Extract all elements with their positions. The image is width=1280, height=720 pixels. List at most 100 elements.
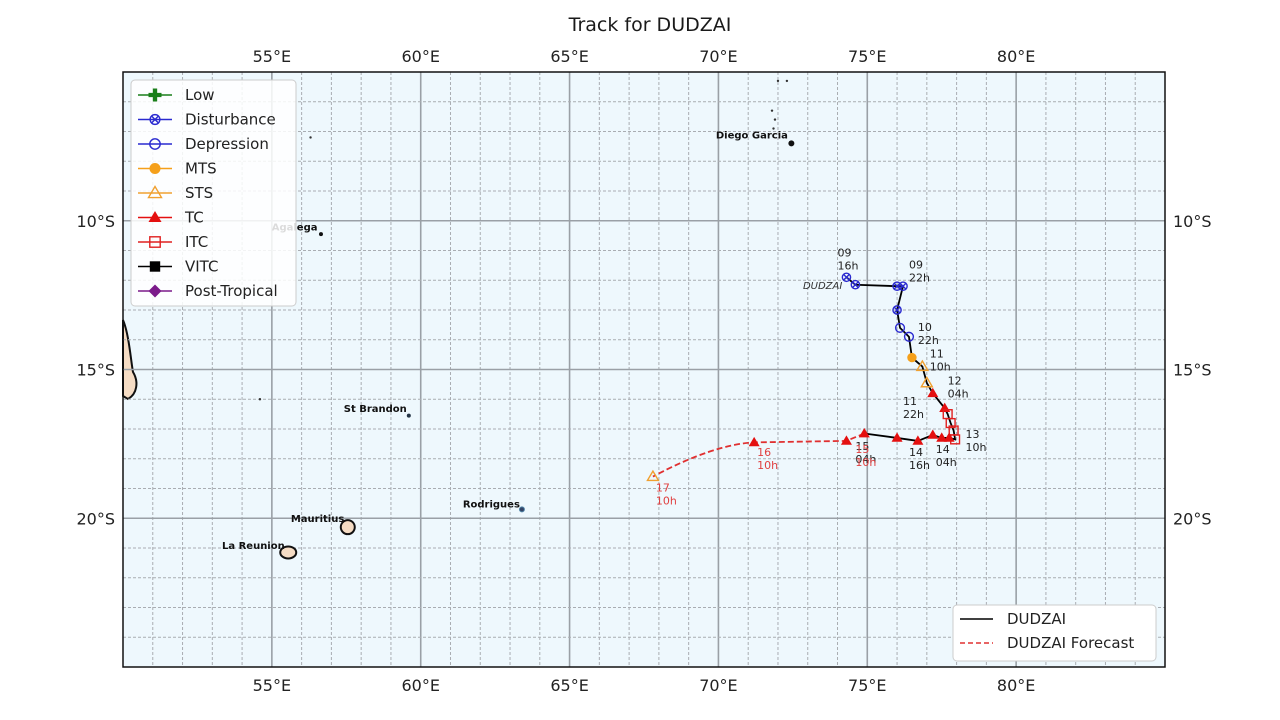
time-label-hour: 22h: [918, 334, 939, 347]
track-legend: DUDZAI DUDZAI Forecast: [952, 604, 1157, 662]
storm-name-label: DUDZAI: [803, 281, 842, 292]
small-island: [258, 398, 262, 401]
legend-label: Post-Tropical: [185, 282, 278, 300]
x-tick-label-bottom: 80°E: [997, 676, 1035, 695]
track-point-marker-cross: [893, 306, 901, 314]
track-point-marker: [892, 305, 902, 315]
x-tick-label-top: 55°E: [253, 47, 291, 66]
track-point-marker: [850, 279, 861, 290]
legend-label: ITC: [185, 233, 208, 251]
x-tick-label-bottom: 70°E: [699, 676, 737, 695]
time-label-day: 12: [948, 374, 962, 387]
time-label-day: 11: [930, 348, 944, 361]
st-brandon-island: [406, 413, 411, 418]
islands: [258, 79, 795, 560]
legend-disturbance-icon: [149, 113, 161, 126]
x-tick-label-top: 60°E: [401, 47, 439, 66]
rodrigues-island: [518, 506, 525, 513]
x-tick-label-bottom: 55°E: [253, 676, 291, 695]
y-tick-label-right: 15°S: [1173, 361, 1212, 380]
small-island: [772, 127, 775, 130]
legend-disturbance-icon-cross: [150, 115, 160, 124]
track-point-marker: [894, 322, 906, 333]
time-label-hour: 16h: [909, 459, 930, 472]
legend-tc-icon: [148, 211, 162, 223]
time-label-day: 14: [909, 446, 923, 459]
time-label-hour: 22h: [903, 408, 924, 421]
time-label-hour: 16h: [838, 259, 859, 272]
small-island: [776, 79, 780, 83]
legend-label: Depression: [185, 135, 269, 153]
track-point-marker: [915, 359, 930, 372]
time-label-hour: 10h: [656, 494, 677, 507]
legend-sts-icon: [147, 185, 163, 199]
time-label-day: 17: [656, 481, 670, 494]
track-point-marker-cross: [899, 282, 907, 290]
legend-vitc-icon: [149, 261, 161, 272]
track-point-marker: [898, 281, 908, 292]
track-legend-label: DUDZAI Forecast: [1007, 634, 1134, 652]
y-tick-label-left: 20°S: [76, 509, 115, 528]
time-label-hour: 04h: [855, 453, 876, 466]
agalega-island: [318, 232, 323, 237]
y-tick-label-left: 15°S: [76, 361, 115, 380]
figure-title: Track for DUDZAI: [568, 14, 732, 36]
time-label-day: 15: [855, 440, 869, 453]
place-label: Rodrigues: [463, 499, 520, 510]
time-label-day: 13: [966, 428, 980, 441]
legend-label: Low: [185, 86, 215, 104]
legend-itc-icon: [149, 236, 161, 248]
x-tick-label-top: 70°E: [699, 47, 737, 66]
place-label: Diego Garcia: [716, 130, 788, 141]
track-point-marker: [927, 387, 939, 398]
time-label-day: 10: [918, 321, 932, 334]
time-label-day: 11: [903, 395, 917, 408]
time-label-hour: 10h: [855, 456, 876, 469]
reunion-island: [279, 545, 298, 560]
map-area: Diego GarciaAgalegaSt BrandonRodriguesMa…: [76, 47, 1211, 695]
legend-label: TC: [184, 209, 204, 227]
track-point-marker: [903, 331, 915, 342]
legend-low-icon: [148, 88, 162, 102]
time-label-day: 09: [909, 258, 923, 271]
x-tick-label-top: 75°E: [848, 47, 886, 66]
place-label: La Reunion: [222, 541, 285, 552]
small-island: [770, 109, 774, 112]
legend-depression-icon: [149, 138, 161, 150]
map-frame: [122, 71, 1166, 668]
x-tick-label-top: 80°E: [997, 47, 1035, 66]
legend-post-tropical-icon: [148, 284, 162, 298]
x-tick-label-bottom: 75°E: [848, 676, 886, 695]
track-point-marker: [943, 432, 955, 442]
time-label-hour: 10h: [966, 441, 987, 454]
x-tick-label-top: 65°E: [550, 47, 588, 66]
track-point-marker: [858, 427, 870, 438]
madagascar-landmass: [122, 319, 138, 401]
track-point-marker-cross: [851, 281, 859, 289]
time-label-hour: 10h: [930, 361, 951, 374]
place-label: Mauritius: [291, 514, 345, 525]
legend-label: VITC: [185, 258, 218, 276]
time-label-hour: 04h: [936, 456, 957, 469]
track-point-marker: [891, 432, 903, 442]
time-label-hour: 10h: [757, 459, 778, 472]
small-island: [773, 118, 777, 121]
track-legend-label: DUDZAI: [1007, 610, 1066, 628]
legend-box: [130, 79, 297, 307]
track-legend-box: [952, 604, 1157, 662]
axis-labels: 55°E 55°E 60°E 60°E 65°E 65°E 70°E 70°E 75°E 75°E…: [76, 47, 1211, 695]
x-tick-label-bottom: 65°E: [550, 676, 588, 695]
observed-track-line: [845, 276, 957, 442]
track-point-marker: [912, 435, 924, 445]
legend-label: Disturbance: [185, 111, 276, 129]
track-markers: [646, 272, 961, 482]
time-label-hour: 22h: [909, 271, 930, 284]
track-point-marker: [945, 417, 956, 429]
y-tick-label-right: 10°S: [1173, 212, 1212, 231]
time-label-hour: 04h: [948, 387, 969, 400]
track-point-marker: [936, 432, 948, 442]
legend-label: STS: [185, 184, 213, 202]
legend-label: MTS: [185, 160, 217, 178]
